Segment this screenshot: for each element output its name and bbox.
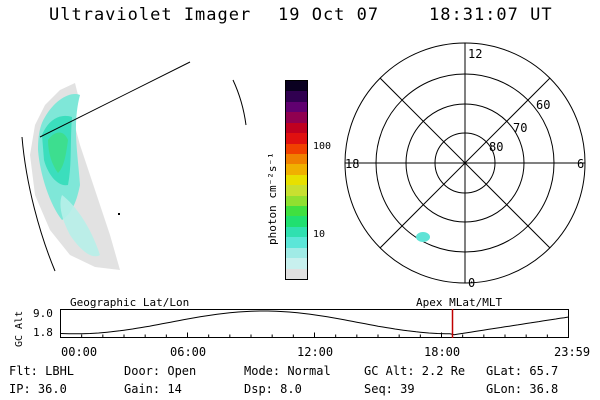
colorbar-segment <box>286 153 307 165</box>
colorbar-segment <box>286 133 307 144</box>
instrument-title: Ultraviolet Imager <box>49 5 252 25</box>
colorbar-segment <box>286 258 307 269</box>
mlt-label-18: 18 <box>345 157 360 171</box>
dsp-status: Dsp: 8.0 <box>244 382 302 396</box>
glat-status: GLat: 65.7 <box>486 364 559 378</box>
time-tick-1200: 12:00 <box>297 345 334 359</box>
glon-status: GLon: 36.8 <box>486 382 559 396</box>
time-label: 18:31:07 UT <box>429 5 553 25</box>
colorbar-segment <box>286 143 307 154</box>
pixel-speck <box>118 213 120 215</box>
mode-status: Mode: Normal <box>244 364 331 378</box>
time-tick-2359: 23:59 <box>554 345 591 359</box>
colorbar-segment <box>286 91 307 102</box>
colorbar-segment <box>286 195 307 207</box>
colorbar-tick-10: 10 <box>313 229 326 240</box>
seq-status: Seq: 39 <box>364 382 415 396</box>
auroral-oval-fringe <box>60 195 100 257</box>
colorbar-segment <box>286 216 307 227</box>
lat-label-60: 60 <box>536 98 551 112</box>
time-tick-0600: 06:00 <box>170 345 207 359</box>
lat-label-80: 80 <box>489 140 504 154</box>
door-status: Door: Open <box>124 364 197 378</box>
meridian-diag-b <box>379 77 551 249</box>
altitude-tick-low: 1.8 <box>33 326 53 339</box>
colorbar-segment <box>286 112 307 123</box>
gc-altitude-status: GC Alt: 2.2 Re <box>364 364 466 378</box>
time-tick-1800: 18:00 <box>424 345 461 359</box>
auroral-oval-bright <box>48 132 68 173</box>
colorbar-segment <box>286 164 307 175</box>
colorbar-tick-100: 100 <box>313 141 332 152</box>
apex-mlat-mlt-label: Apex MLat/MLT <box>416 296 503 309</box>
colorbar-segment <box>286 185 307 196</box>
mlt-label-0: 0 <box>468 276 476 290</box>
lat-label-70: 70 <box>513 121 528 135</box>
colorbar-segment <box>286 174 307 186</box>
filter-status: Flt: LBHL <box>9 364 75 378</box>
altitude-curve <box>60 310 569 336</box>
colorbar-unit-label: photon cm⁻²s⁻¹ <box>266 152 279 245</box>
colorbar-segment <box>286 80 307 92</box>
aurora-patch <box>416 232 430 242</box>
time-tick-0000: 00:00 <box>61 345 98 359</box>
ip-status: IP: 36.0 <box>9 382 67 396</box>
colorbar-segment <box>286 247 307 259</box>
earth-limb-line <box>39 61 191 138</box>
altitude-tick-high: 9.0 <box>33 307 53 320</box>
geographic-latlon-label: Geographic Lat/Lon <box>70 296 190 309</box>
geographic-image <box>21 61 247 272</box>
mlt-label-6: 6 <box>577 157 585 171</box>
altitude-plot <box>60 309 569 338</box>
colorbar-segment <box>286 237 307 248</box>
polar-grid <box>344 42 586 284</box>
gain-status: Gain: 14 <box>124 382 182 396</box>
altitude-axis-label: GC Alt <box>14 310 25 347</box>
mlt-label-12: 12 <box>468 47 483 61</box>
earth-limb-arc-right <box>232 79 247 126</box>
color-scale-bar <box>285 80 308 280</box>
colorbar-segment <box>286 122 307 134</box>
colorbar-segment <box>286 226 307 238</box>
colorbar-segment <box>286 101 307 113</box>
colorbar-segment <box>286 206 307 217</box>
earth-limb-arc <box>21 136 56 272</box>
date-label: 19 Oct 07 <box>278 5 380 25</box>
colorbar-segment <box>286 268 307 279</box>
